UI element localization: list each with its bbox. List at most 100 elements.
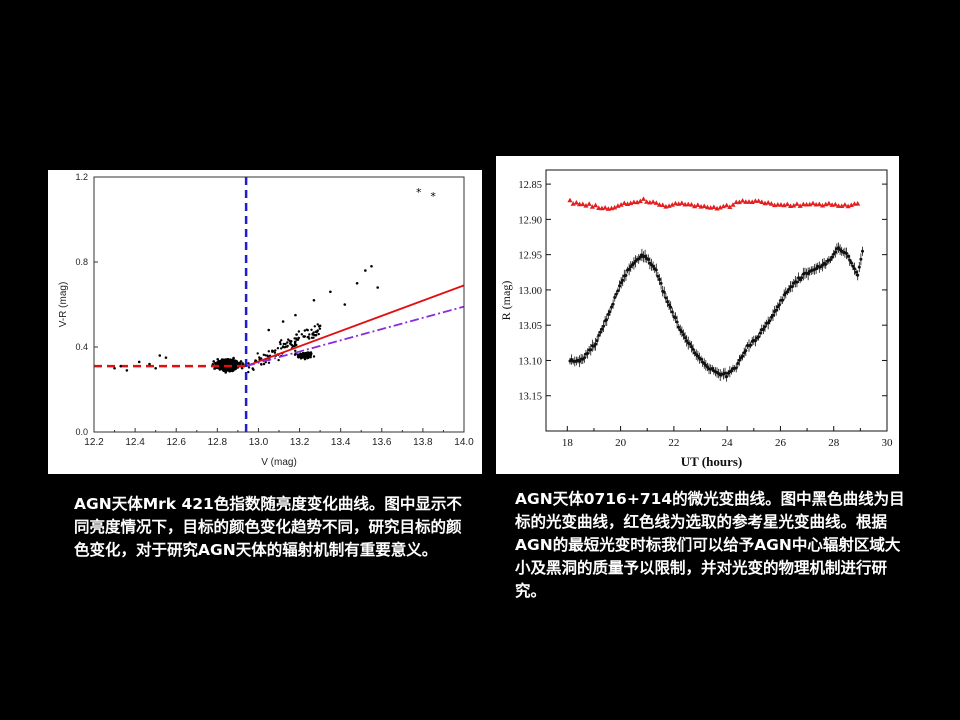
target-light-curve-point — [734, 366, 738, 370]
reference-star-point — [800, 201, 806, 207]
target-light-curve-point — [605, 318, 609, 322]
target-light-curve-point — [666, 300, 669, 304]
left-x-tick-label: 13.6 — [372, 437, 392, 448]
target-light-curve-point — [729, 369, 733, 373]
target-light-curve-point — [774, 308, 778, 312]
light-curve-chart: 18 20 22 24 26 28 30 12.85 12.90 12.95 13.00 13.05 1… — [499, 169, 894, 469]
target-light-curve-point — [710, 367, 714, 370]
right-x-tick-label: 30 — [882, 437, 894, 449]
target-light-curve-point — [781, 298, 785, 302]
light-curve-chart-panel: 18 20 22 24 26 28 30 12.85 12.90 12.95 13.00 13.05 1… — [496, 156, 899, 474]
left-scatter-point — [258, 356, 261, 359]
reference-star-point — [816, 201, 822, 207]
left-scatter-point — [119, 364, 123, 368]
left-scatter-point — [281, 345, 285, 349]
left-scatter-point — [329, 290, 332, 294]
left-x-tick-label: 12.6 — [166, 437, 186, 448]
reference-star-point — [692, 203, 698, 209]
left-scatter-point — [148, 362, 151, 366]
target-light-curve-point — [833, 250, 837, 254]
left-scatter-point — [293, 337, 296, 340]
target-light-curve-point — [723, 371, 727, 375]
target-light-curve-point — [597, 333, 601, 337]
left-scatter-point — [278, 341, 282, 344]
target-light-curve-point — [662, 290, 666, 294]
left-scatter-point — [273, 351, 277, 354]
target-light-curve-point — [670, 310, 674, 314]
reference-star-point — [586, 201, 592, 206]
target-light-curve-point — [829, 258, 832, 262]
left-scatter-point — [154, 366, 157, 370]
reference-star-point — [688, 202, 695, 207]
reference-star-point — [631, 199, 637, 205]
left-scatter-point — [295, 333, 298, 336]
target-light-curve-point — [769, 315, 773, 319]
reference-star-point — [755, 198, 762, 203]
reference-star-point — [583, 203, 589, 208]
left-fit-line — [245, 284, 465, 367]
target-light-curve-point — [853, 267, 856, 271]
target-light-curve-point — [763, 325, 767, 329]
reference-star-point — [704, 204, 711, 210]
left-scatter-point — [216, 358, 219, 361]
target-light-curve-point — [594, 342, 598, 346]
target-light-curve-point — [643, 254, 647, 258]
target-light-curve-point — [777, 303, 781, 307]
reference-star-point — [653, 200, 659, 205]
left-scatter-point — [286, 344, 289, 348]
target-light-curve-point — [624, 273, 628, 277]
target-light-curve-point — [664, 296, 668, 300]
left-scatter-point — [317, 332, 320, 336]
reference-star-point — [839, 203, 845, 208]
target-light-curve-point — [586, 352, 590, 355]
left-scatter-point — [307, 335, 310, 338]
target-light-curve-point — [830, 255, 834, 259]
target-light-curve-point — [851, 264, 855, 268]
target-light-curve-point — [856, 273, 860, 277]
left-scatter-point — [125, 369, 129, 372]
left-x-tick-label: 12.2 — [84, 437, 104, 448]
left-scatter-point — [247, 366, 251, 369]
target-light-curve-point — [741, 354, 745, 358]
target-light-curve-point — [654, 268, 658, 272]
left-scatter-point — [303, 353, 307, 356]
right-y-tick-label: 13.00 — [518, 286, 542, 297]
left-scatter-point — [302, 335, 305, 338]
target-light-curve-point — [682, 333, 685, 337]
left-scatter-point — [279, 342, 282, 346]
left-scatter-point — [316, 323, 319, 326]
left-scatter-point — [310, 336, 314, 339]
reference-star-point — [640, 196, 647, 201]
left-scatter-point — [312, 355, 316, 358]
left-scatter-point — [294, 349, 297, 352]
reference-star-point — [602, 205, 608, 210]
reference-star-point — [730, 202, 736, 207]
target-light-curve-point — [578, 359, 582, 363]
reference-star-point — [765, 199, 771, 205]
target-light-curve-point — [691, 347, 695, 351]
color-index-chart-panel: * * 12.2 12.4 12.6 12.8 13.0 13.2 13.4 13.6 13.8 1… — [48, 170, 482, 474]
right-chart-caption: AGN天体0716+714的微光变曲线。图中黑色曲线为目标的光变曲线，红色线为选… — [515, 490, 905, 600]
left-scatter-point — [310, 328, 313, 331]
target-light-curve-point — [608, 310, 612, 314]
target-light-curve-point — [806, 272, 810, 276]
reference-star-point — [685, 201, 691, 207]
left-scatter-point — [256, 352, 259, 355]
left-scatter-point — [289, 343, 293, 346]
left-scatter-point — [318, 327, 322, 330]
reference-star-point — [612, 204, 618, 210]
reference-star-point — [768, 201, 774, 206]
right-x-tick-label: 18 — [562, 437, 574, 449]
left-scatter-point — [308, 333, 311, 336]
left-scatter-point — [267, 361, 271, 364]
left-x-tick-label: 13.4 — [331, 437, 351, 448]
right-y-tick-label: 12.95 — [518, 251, 542, 262]
left-scatter-point — [376, 286, 379, 289]
reference-star-point — [679, 200, 685, 206]
target-light-curve-point — [680, 330, 684, 334]
left-scatter-point — [309, 351, 313, 354]
left-scatter-point — [252, 368, 255, 371]
left-y-tick-label: 0.8 — [75, 257, 88, 267]
target-light-curve-point — [766, 321, 770, 325]
reference-star-point — [740, 198, 746, 203]
